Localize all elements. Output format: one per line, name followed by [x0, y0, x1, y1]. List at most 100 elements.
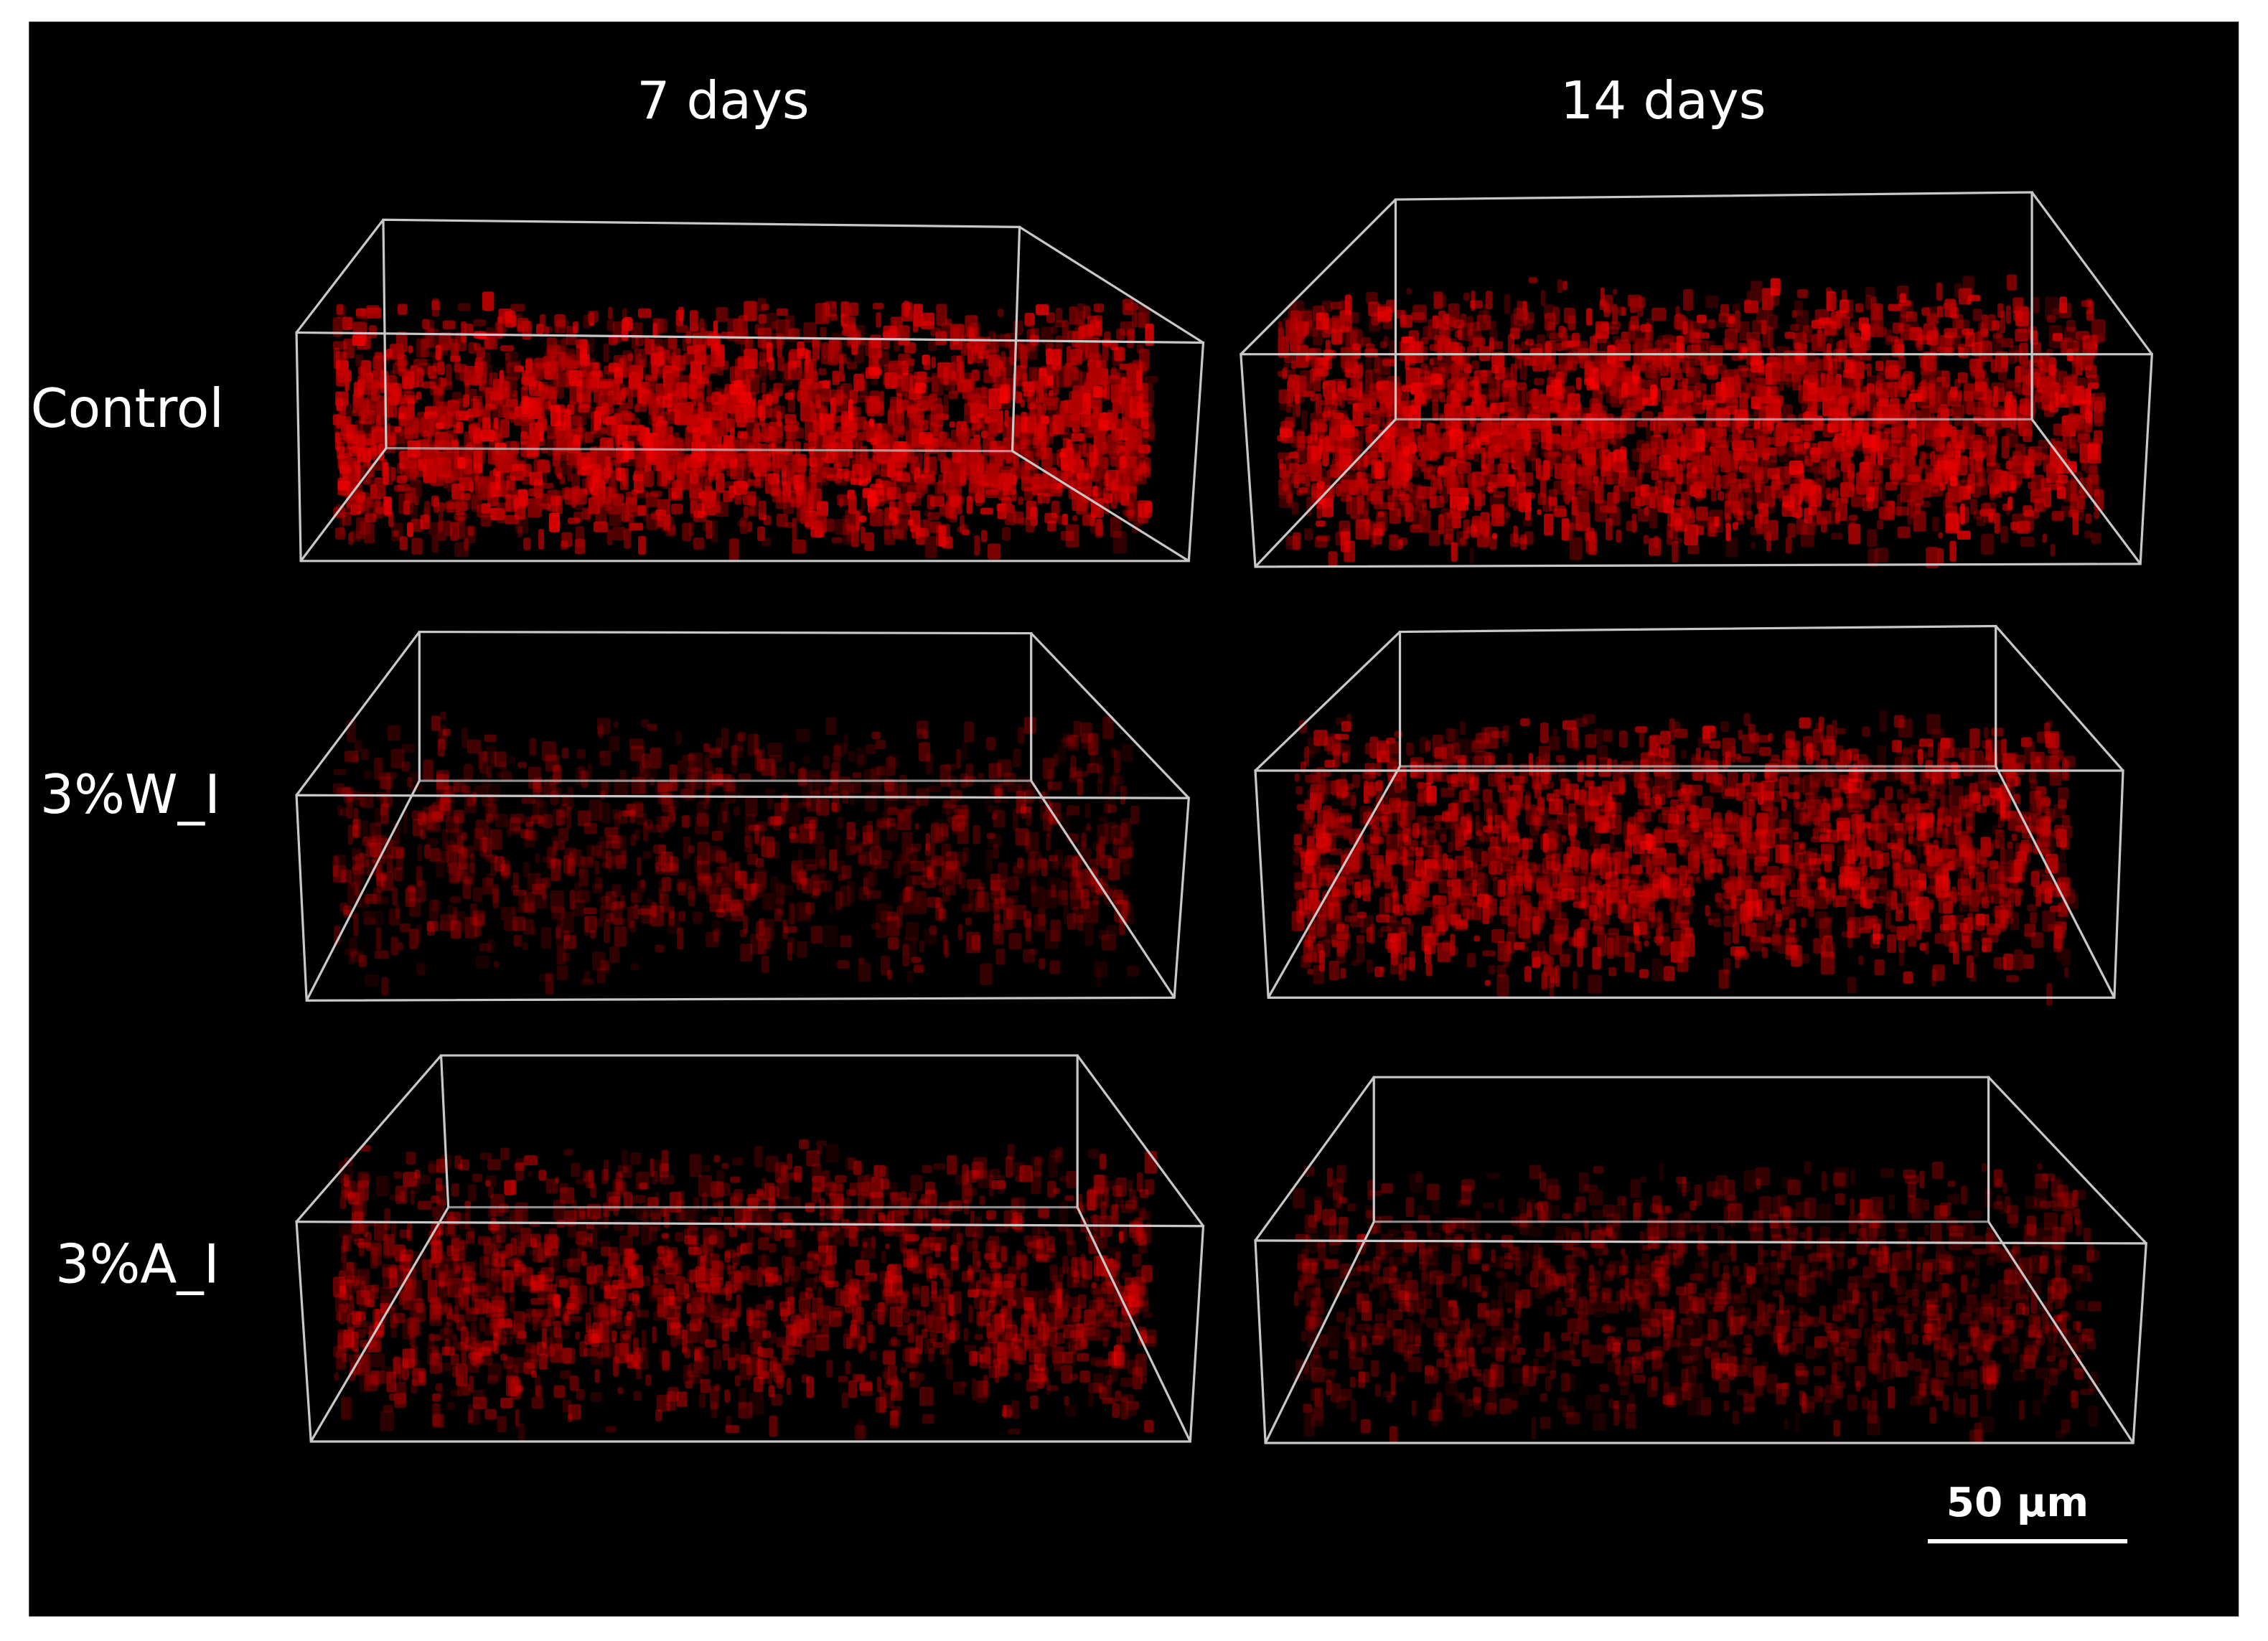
cell-speck — [601, 402, 609, 423]
cell-speck — [1279, 459, 1284, 470]
cell-speck — [1365, 356, 1372, 372]
cell-speck — [443, 415, 456, 428]
cell-speck — [1662, 334, 1674, 344]
cell-speck — [930, 404, 944, 428]
cell-speck — [1740, 433, 1753, 450]
cell-speck — [584, 431, 594, 443]
cell-speck — [943, 367, 949, 385]
cell-speck — [1027, 397, 1038, 410]
cell-speck — [1683, 316, 1689, 327]
cell-speck — [1406, 288, 1412, 295]
cell-speck — [1130, 396, 1143, 419]
cell-speck — [1585, 365, 1593, 376]
cell-speck — [2079, 443, 2089, 464]
cell-speck — [858, 515, 866, 522]
cell-speck — [1090, 518, 1096, 526]
cell-speck — [980, 507, 994, 515]
cell-speck — [1285, 397, 1290, 404]
cell-speck — [1110, 369, 1120, 380]
cell-speck — [689, 472, 698, 484]
cell-speck — [1051, 325, 1058, 334]
cell-speck — [1797, 289, 1809, 298]
volume-render — [295, 218, 1205, 563]
cell-speck — [1135, 464, 1147, 485]
cell-speck — [754, 451, 768, 472]
cell-speck — [864, 532, 874, 551]
cell-speck — [2006, 399, 2018, 419]
cell-speck — [903, 300, 910, 317]
cell-speck — [556, 372, 570, 387]
cell-speck — [492, 501, 500, 519]
cell-speck — [973, 459, 978, 466]
cell-speck — [575, 526, 585, 548]
cell-speck — [1018, 496, 1024, 505]
cell-speck — [574, 489, 584, 510]
cell-speck — [505, 494, 511, 512]
cell-speck — [1116, 329, 1125, 341]
cell-speck — [891, 376, 903, 387]
cell-speck — [1297, 321, 1304, 344]
cell-speck — [334, 432, 340, 451]
cell-speck — [1944, 328, 1957, 339]
cell-speck — [681, 375, 695, 398]
cell-speck — [1373, 486, 1382, 510]
cell-speck — [1390, 466, 1398, 484]
cell-speck — [375, 496, 381, 514]
cell-speck — [482, 417, 491, 441]
cell-speck — [1705, 295, 1719, 309]
cell-speck — [510, 304, 525, 312]
cell-speck — [1557, 279, 1563, 293]
cell-speck — [1429, 358, 1434, 366]
cell-speck — [408, 453, 417, 469]
cell-speck — [931, 356, 936, 369]
cell-speck — [834, 374, 845, 382]
cell-speck — [1353, 377, 1363, 398]
cell-speck — [556, 495, 563, 514]
cell-speck — [435, 344, 441, 361]
cell-speck — [347, 432, 354, 450]
cell-speck — [1585, 532, 1595, 555]
cell-speck — [481, 363, 492, 385]
cell-speck — [411, 537, 423, 555]
cell-speck — [1757, 481, 1766, 502]
cell-speck — [539, 314, 546, 328]
cell-speck — [1800, 525, 1814, 547]
cell-speck — [762, 398, 773, 418]
cell-speck — [1094, 390, 1107, 398]
cell-speck — [684, 456, 698, 474]
cell-speck — [464, 525, 476, 544]
cell-speck — [403, 500, 411, 515]
cell-speck — [527, 434, 540, 443]
cell-speck — [1531, 395, 1542, 407]
cell-speck — [619, 357, 624, 368]
cell-speck — [1562, 281, 1568, 291]
cell-speck — [1364, 370, 1373, 392]
cell-speck — [828, 344, 838, 366]
cell-speck — [521, 377, 535, 385]
cell-speck — [1918, 483, 1934, 490]
cell-speck — [339, 465, 352, 474]
cell-speck — [1936, 282, 1943, 301]
cell-speck — [410, 479, 422, 498]
cell-speck — [517, 320, 531, 329]
cell-speck — [556, 319, 569, 329]
cell-speck — [1667, 512, 1682, 527]
cell-speck — [1071, 355, 1077, 372]
cell-speck — [1438, 514, 1444, 535]
cell-speck — [858, 431, 867, 441]
cell-speck — [1711, 486, 1717, 502]
cell-speck — [550, 408, 559, 420]
cell-speck — [506, 362, 520, 380]
cell-speck — [2085, 513, 2092, 524]
cell-speck — [945, 489, 959, 497]
cell-speck — [923, 453, 929, 474]
cell-speck — [1613, 288, 1618, 295]
cell-speck — [923, 355, 931, 370]
cell-speck — [1680, 324, 1694, 344]
cell-speck — [1962, 391, 1974, 415]
cell-speck — [865, 367, 880, 379]
cell-speck — [1643, 535, 1649, 545]
cell-speck — [1142, 431, 1149, 438]
cell-speck — [1488, 446, 1495, 465]
cell-speck — [924, 510, 931, 517]
